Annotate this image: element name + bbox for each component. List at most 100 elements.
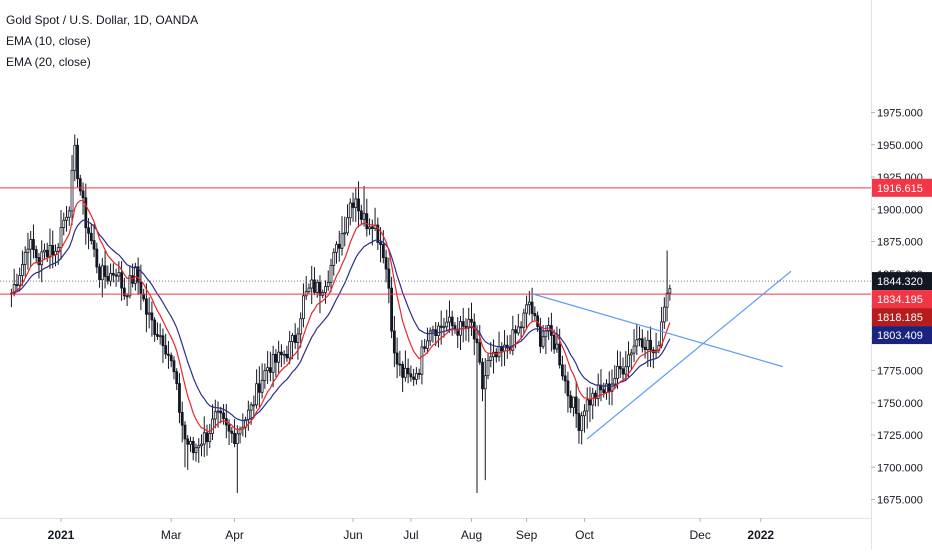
candle <box>577 398 581 444</box>
candle <box>219 406 223 424</box>
candle <box>128 266 132 299</box>
candle <box>158 323 162 345</box>
ema10-legend[interactable]: EMA (10, close) <box>6 34 91 48</box>
ema10-line[interactable] <box>11 199 671 433</box>
candle <box>15 273 19 293</box>
candle <box>585 387 589 429</box>
candle <box>65 206 68 232</box>
candle <box>403 350 407 382</box>
candle <box>516 313 520 336</box>
candle <box>459 315 462 351</box>
candle <box>335 241 338 264</box>
symbol-title[interactable]: Gold Spot / U.S. Dollar, 1D, OANDA <box>6 13 199 27</box>
candle <box>285 345 289 362</box>
candle <box>448 300 451 333</box>
candle <box>23 246 27 277</box>
candle <box>665 250 669 322</box>
candle <box>398 350 402 377</box>
candle <box>456 316 460 348</box>
price-tick-label: 1875.000 <box>877 237 923 249</box>
candle <box>607 371 611 405</box>
ema20-legend[interactable]: EMA (20, close) <box>6 55 91 69</box>
price-labels: 1916.615 1844.320 1834.195 1818.185 1803.409 <box>872 178 932 345</box>
ema20-line[interactable] <box>11 219 671 422</box>
candle <box>544 325 548 354</box>
candle <box>475 325 479 494</box>
candle <box>423 339 427 353</box>
candle <box>340 216 344 256</box>
plot-area[interactable] <box>0 134 871 494</box>
candle <box>351 192 355 222</box>
candle <box>414 367 418 385</box>
ascending-trendline[interactable] <box>586 270 792 440</box>
candle <box>538 317 542 354</box>
candle <box>299 312 303 348</box>
time-tick-label: Jun <box>343 528 362 542</box>
candle <box>260 363 264 399</box>
candle <box>445 309 449 332</box>
candle <box>613 365 617 389</box>
candle <box>563 364 567 394</box>
candle <box>59 210 63 260</box>
candle <box>263 363 267 389</box>
candle <box>357 181 360 228</box>
candle <box>527 290 531 316</box>
time-tick-label: Dec <box>689 528 710 542</box>
candle <box>293 323 297 349</box>
candle <box>478 324 482 365</box>
candle <box>442 317 446 338</box>
candle <box>208 423 212 449</box>
candle <box>627 341 630 378</box>
time-tick-label: Apr <box>225 528 244 542</box>
candle <box>376 217 380 250</box>
candle <box>156 322 159 340</box>
candle <box>186 435 190 470</box>
candle <box>483 357 487 481</box>
time-tick-label: Mar <box>161 528 182 542</box>
candle <box>246 400 250 431</box>
time-tick-label: Jul <box>403 528 418 542</box>
candle <box>125 293 129 306</box>
candle <box>230 426 234 443</box>
candle <box>21 250 24 286</box>
candle <box>191 437 195 461</box>
candle <box>332 248 336 276</box>
candle <box>43 243 46 260</box>
candle <box>164 333 168 359</box>
candle <box>277 340 281 374</box>
candle <box>167 341 170 369</box>
candle <box>519 321 523 340</box>
candle <box>145 283 148 333</box>
time-axis[interactable]: 2021 Mar Apr Jun Jul Aug Sep Oct Dec 2022 <box>0 518 871 542</box>
candle <box>84 183 88 245</box>
candle <box>373 207 377 232</box>
price-label-text: 1834.195 <box>877 294 923 306</box>
candle <box>291 332 294 360</box>
price-label-text: 1818.185 <box>877 312 923 324</box>
candle <box>211 404 214 441</box>
candle <box>200 434 203 457</box>
price-tick-label: 1675.000 <box>877 495 923 507</box>
candle <box>95 242 99 274</box>
candle <box>180 401 184 443</box>
candle <box>147 297 151 329</box>
candle <box>453 322 457 334</box>
candle <box>629 348 633 370</box>
candle <box>178 373 181 424</box>
label-ema20: 1803.409 <box>872 326 932 345</box>
time-tick-label: 2021 <box>48 528 75 542</box>
candle <box>525 295 528 330</box>
descending-trendline[interactable] <box>531 293 783 368</box>
candle <box>522 308 526 335</box>
label-last-price: 1844.320 <box>872 272 932 291</box>
candle <box>618 351 622 378</box>
candle <box>602 382 606 398</box>
price-tick-label: 1975.000 <box>877 108 923 120</box>
candle <box>348 198 352 226</box>
candle <box>153 317 157 342</box>
candle <box>511 315 515 356</box>
candle <box>533 306 537 321</box>
candle <box>279 344 283 368</box>
